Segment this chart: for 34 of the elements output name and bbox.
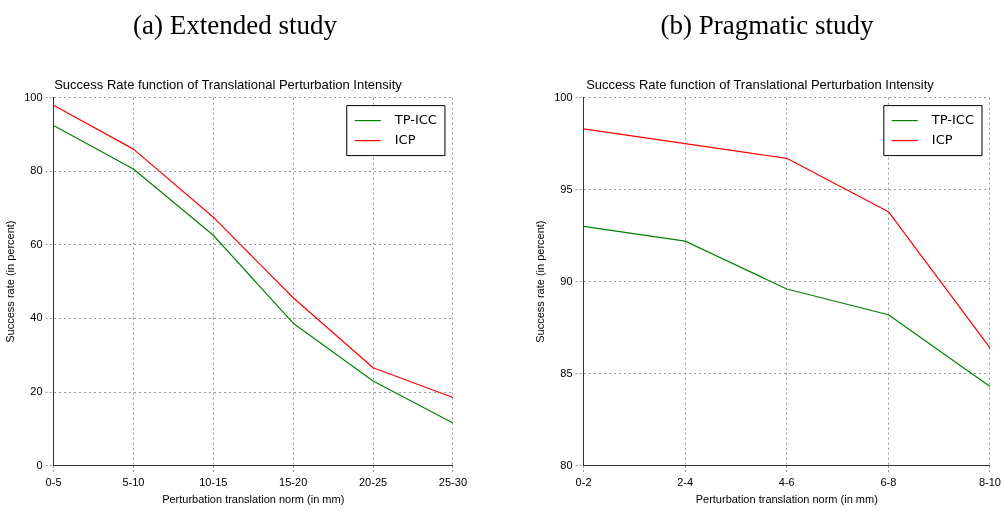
x-tick-label: 15-20 — [279, 476, 308, 489]
x-tick-label: 2-4 — [677, 476, 694, 489]
x-tick-label: 5-10 — [122, 476, 145, 489]
legend-label: ICP — [931, 131, 953, 147]
legend-label: TP-ICC — [930, 111, 975, 127]
y-tick-label: 95 — [560, 182, 573, 195]
y-tick-label: 80 — [30, 164, 43, 177]
chart-title: Success Rate function of Translational Perturbation Intensity — [54, 77, 403, 93]
y-tick-label: 40 — [30, 311, 43, 324]
y-tick-label: 0 — [36, 458, 43, 471]
text: (b) Pragmatic study — [659, 9, 875, 40]
x-axis-title: Perturbation translation norm (in mm) — [695, 493, 878, 506]
x-tick-label: 6-8 — [880, 476, 897, 489]
y-tick-label: 80 — [560, 458, 573, 471]
x-tick-label: 25-30 — [438, 476, 467, 489]
legend-label: ICP — [394, 131, 416, 147]
x-tick-label: 8-10 — [978, 476, 1002, 489]
y-tick-label: 100 — [24, 90, 43, 103]
x-axis-title: Perturbation translation norm (in mm) — [162, 493, 345, 506]
x-tick-label: 10-15 — [199, 476, 228, 489]
x-tick-label: 4-6 — [778, 476, 795, 489]
y-tick-label: 100 — [554, 90, 573, 103]
x-tick-label: 0-5 — [45, 476, 62, 489]
y-axis-title: Success rate (in percent) — [533, 220, 546, 343]
y-axis-title: Success rate (in percent) — [3, 220, 16, 343]
legend-label: TP-ICC — [393, 111, 437, 127]
text: (a) Extended study — [132, 9, 338, 40]
y-tick-label: 90 — [560, 274, 573, 287]
y-tick-label: 20 — [30, 385, 43, 398]
y-tick-label: 85 — [560, 366, 573, 379]
x-tick-label: 0-2 — [575, 476, 592, 489]
y-tick-label: 60 — [30, 237, 43, 250]
chart-title: Success Rate function of Translational Perturbation Intensity — [586, 77, 935, 93]
x-tick-label: 20-25 — [358, 476, 388, 489]
